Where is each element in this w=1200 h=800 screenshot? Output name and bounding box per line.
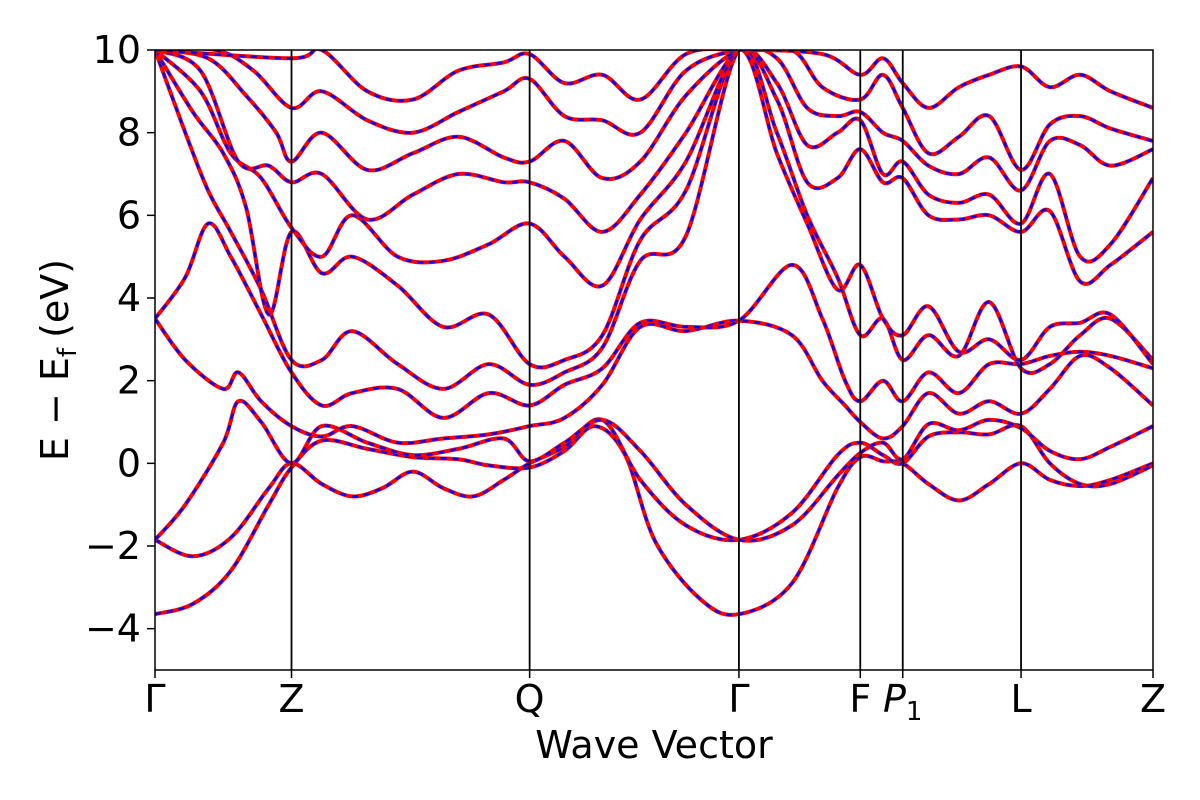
x-tick-label-7: Z bbox=[1140, 677, 1166, 721]
x-tick-label-3: Γ bbox=[728, 677, 749, 721]
y-axis-label-subscript: f bbox=[53, 347, 83, 357]
y-axis-ticks: −4 −2 0 2 4 6 8 10 bbox=[85, 28, 155, 651]
x-tick-label-4: F bbox=[849, 677, 871, 721]
kpoint-lines bbox=[290, 50, 1022, 670]
x-tick-label-0: Γ bbox=[144, 677, 165, 721]
y-tick-label-4: 4 bbox=[117, 276, 141, 320]
x-axis-ticks: Γ Z Q Γ F P1 L Z bbox=[144, 670, 1166, 727]
band-1-solid bbox=[155, 424, 1153, 617]
band-7-dashed bbox=[155, 50, 1153, 369]
x-axis-label: Wave Vector bbox=[535, 723, 773, 767]
band-2-dashed bbox=[155, 417, 1153, 558]
x-tick-label-6: L bbox=[1010, 677, 1031, 721]
y-tick-label-1: −2 bbox=[85, 524, 141, 568]
band-9-dashed bbox=[155, 50, 1153, 263]
x-tick-label-2: Q bbox=[515, 677, 545, 721]
y-tick-label-0: −4 bbox=[85, 607, 141, 651]
y-tick-label-5: 6 bbox=[117, 193, 141, 237]
band-11-dashed bbox=[155, 50, 1153, 172]
band-4-solid bbox=[155, 317, 1153, 446]
y-tick-label-6: 8 bbox=[117, 111, 141, 155]
band-1-dashed bbox=[155, 424, 1153, 617]
band-6-solid bbox=[155, 50, 1153, 391]
band-6-dashed bbox=[155, 50, 1153, 391]
band-3-dashed bbox=[155, 399, 1153, 542]
band-8-solid bbox=[155, 50, 1153, 289]
y-axis-label-main: E − E bbox=[33, 357, 77, 461]
band-9-solid bbox=[155, 50, 1153, 264]
band-4-dashed bbox=[155, 317, 1153, 445]
y-axis-label-unit: (eV) bbox=[33, 259, 77, 338]
band-10-dashed bbox=[155, 50, 1153, 192]
x-tick-label-5: P1 bbox=[883, 677, 922, 727]
y-axis-label: E − Ef (eV) bbox=[33, 259, 83, 461]
band-8-dashed bbox=[155, 50, 1153, 288]
bands-layer bbox=[155, 50, 1153, 617]
band-5-dashed bbox=[155, 222, 1153, 420]
x-tick-label-1: Z bbox=[278, 677, 304, 721]
band-11-solid bbox=[155, 50, 1153, 172]
y-tick-label-2: 0 bbox=[117, 441, 141, 485]
y-tick-label-3: 2 bbox=[117, 359, 141, 403]
plot-frame bbox=[154, 49, 1154, 671]
y-tick-label-7: 10 bbox=[93, 28, 141, 72]
